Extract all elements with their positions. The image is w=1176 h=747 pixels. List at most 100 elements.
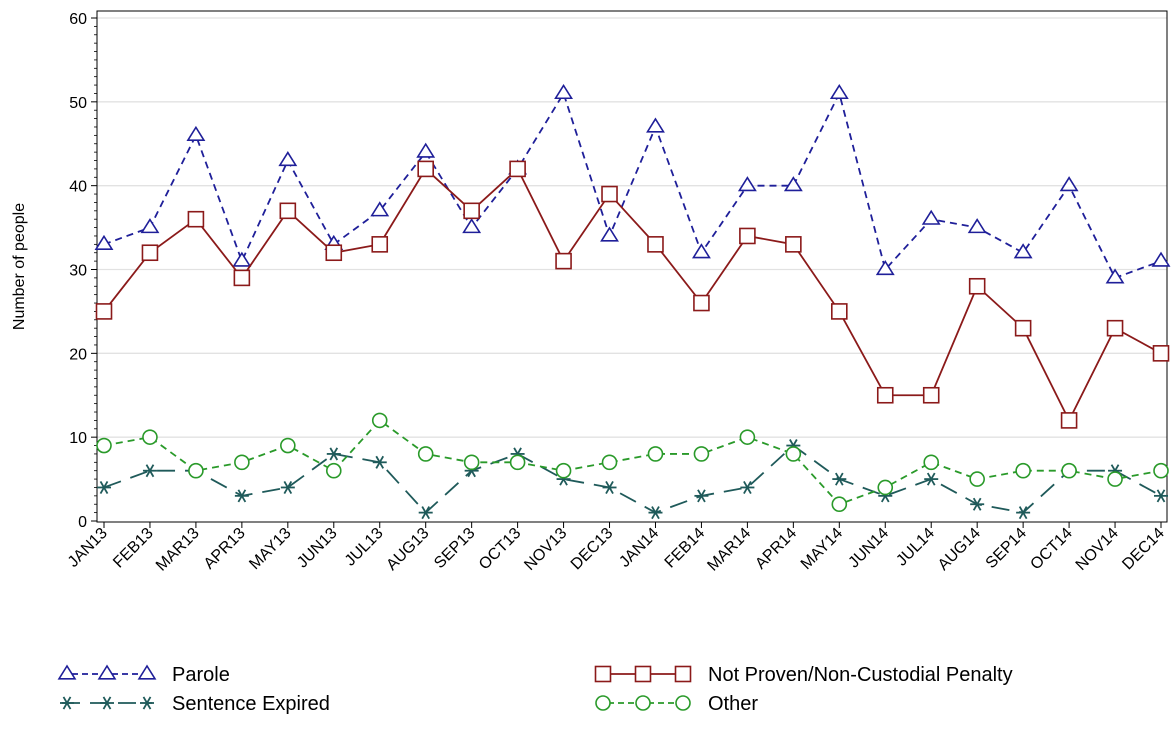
marker-stroke [329,447,339,461]
data-point [463,202,480,220]
y-tick-label: 10 [69,430,87,447]
data-point [1016,506,1031,520]
x-tick-label: MAR13 [153,525,203,575]
data-point [691,243,711,259]
data-point [693,446,710,462]
data-point [922,386,940,404]
data-point [967,218,987,234]
x-tick-label: DEC13 [568,525,617,574]
data-point [924,472,939,486]
data-point [785,446,802,462]
data-point [923,454,940,471]
marker-stroke [1018,506,1028,520]
data-point [694,489,709,503]
x-tick-label: JAN13 [65,525,111,571]
data-point [740,480,755,494]
marker-stroke [237,489,247,503]
marker-stroke [421,506,430,520]
data-point [601,454,618,471]
x-tick-label: OCT14 [1027,525,1076,574]
data-point [95,303,113,320]
data-point [602,480,617,494]
data-point [647,236,664,253]
data-point [96,437,112,454]
x-tick-label: OCT13 [476,525,525,574]
legend-marker [97,664,117,680]
legend-label: Sentence Expired [172,693,330,715]
series-2 [97,439,1168,520]
data-point [509,160,526,178]
data-point [829,83,849,100]
data-point [142,429,158,445]
data-point [142,464,157,478]
marker-stroke [375,455,385,469]
x-tick-label: AUG13 [383,525,432,574]
x-tick-label: NOV14 [1073,525,1122,574]
data-point [509,454,526,471]
data-point [280,480,295,494]
data-point [737,176,757,192]
data-point [1105,268,1125,284]
data-point [969,471,985,487]
data-point [600,226,619,242]
data-point [417,160,434,178]
data-point [97,480,111,494]
data-point [462,218,482,234]
x-tick-label: AUG14 [935,525,984,574]
series-0 [94,83,1171,284]
marker-stroke [142,696,152,710]
marker-stroke [972,497,982,511]
data-point [278,151,298,167]
marker-stroke [743,480,752,494]
data-point [187,210,205,228]
data-point [417,446,434,462]
data-point [555,252,572,270]
data-point [1153,462,1169,479]
legend-marker [57,664,77,680]
x-tick-label: DEC14 [1119,525,1168,574]
data-point [418,506,433,520]
data-point [831,303,848,320]
legend-label: Not Proven/Non-Custodial Penalty [708,664,1013,686]
data-point [140,218,160,234]
grid-lines [97,17,1167,438]
data-point [875,259,895,276]
data-point [326,447,341,461]
series-line [103,444,1162,514]
legend: Parole Not Proven/Non-Custodial Penalty Se… [57,664,1013,715]
y-axis-label: Number of people [11,203,28,330]
data-point [877,479,894,496]
data-point [325,244,343,262]
data-point [1154,489,1168,503]
data-point [325,462,342,479]
marker-stroke [62,696,72,710]
data-point [783,176,803,192]
data-point [1061,462,1077,479]
data-point [188,462,204,479]
series-layer [94,83,1171,520]
x-tick-label: NOV13 [521,525,570,574]
data-point [186,125,206,141]
x-tick-label: MAY13 [246,525,294,573]
x-tick-label: MAY14 [798,525,846,573]
data-point [647,446,664,462]
x-tick-label: JUN13 [294,525,341,572]
marker-stroke [926,472,936,486]
legend-item-2: Sentence Expired [60,693,330,715]
plot-frame [96,10,1168,523]
marker-stroke [1156,489,1166,503]
data-point [648,506,663,520]
data-point [555,462,572,479]
marker-stroke [835,472,844,486]
y-tick-label: 20 [69,346,87,363]
x-tick-label: APR13 [201,525,249,573]
legend-marker [674,665,692,683]
data-point [234,489,249,503]
data-point [371,236,389,253]
legend-label: Parole [172,664,230,686]
data-point [739,429,756,445]
legend-marker [100,696,114,710]
data-point [234,454,250,471]
data-point [232,251,252,267]
